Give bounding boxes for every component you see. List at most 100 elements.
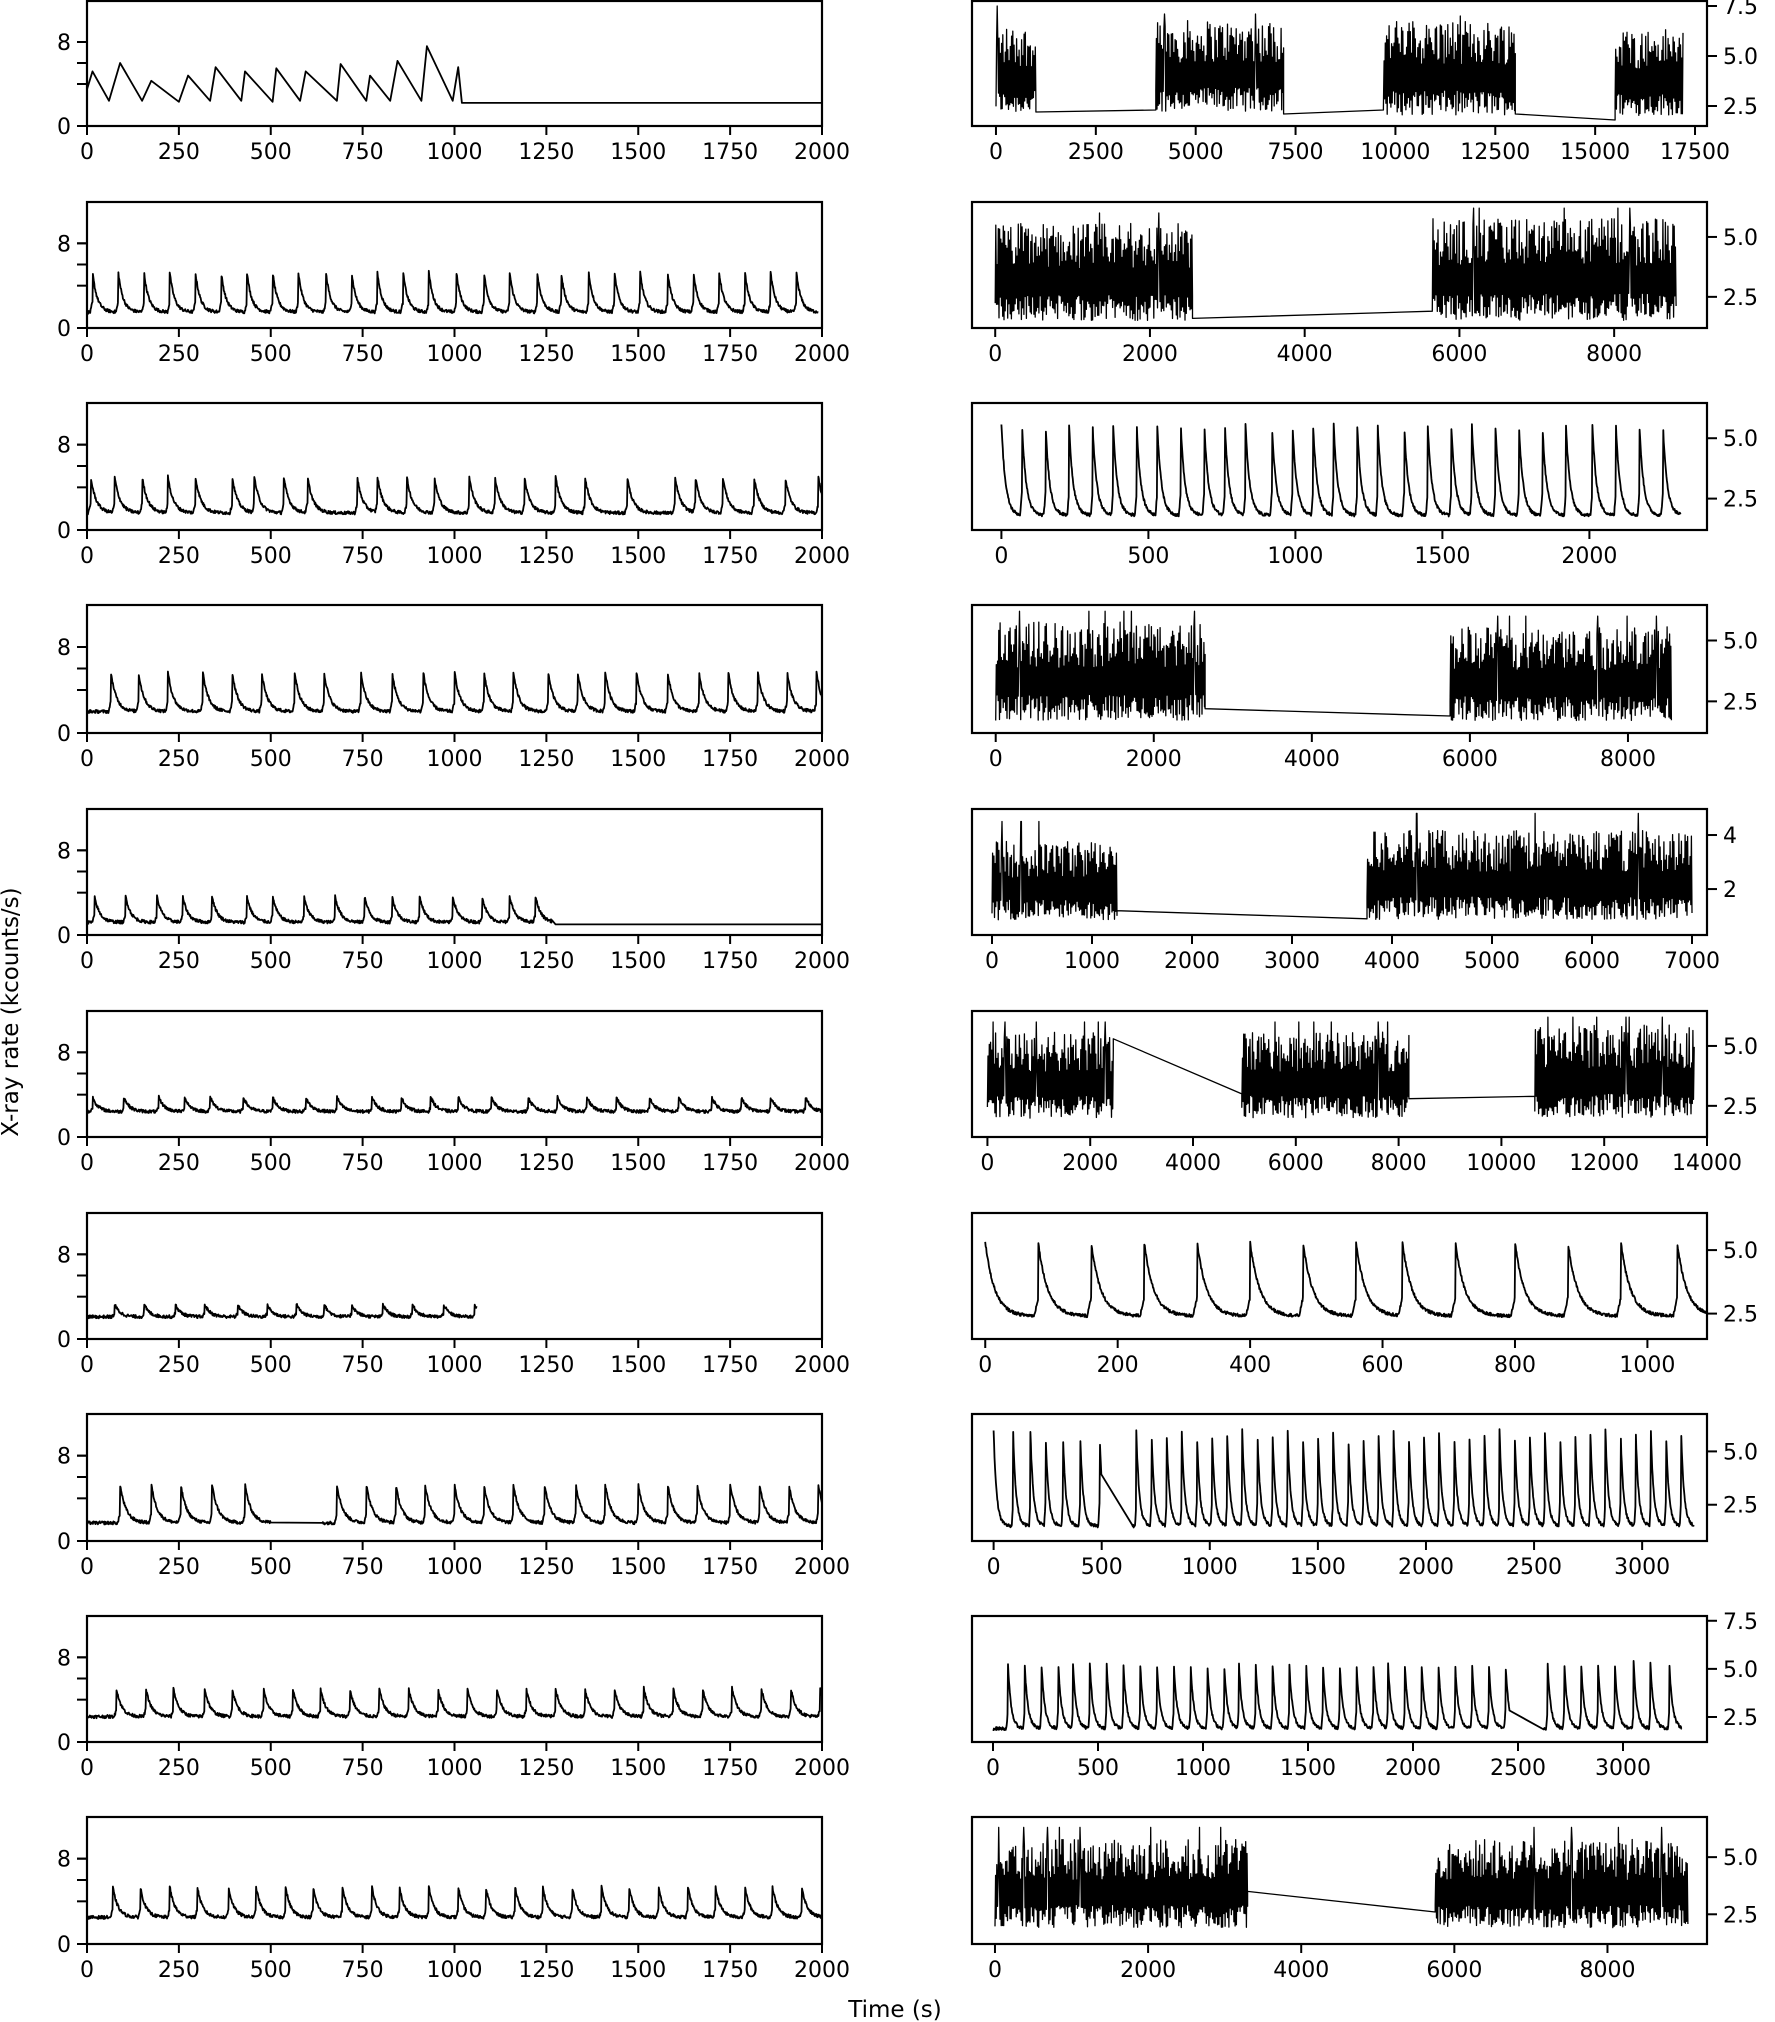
x-tick-label: 2000 bbox=[794, 1151, 850, 1176]
x-tick-label: 6000 bbox=[1442, 747, 1498, 772]
y-tick-label: 5.0 bbox=[1723, 1658, 1758, 1683]
x-tick-label: 0 bbox=[80, 342, 94, 367]
panel-left-10: 0 250 500 750 1000 1250 1500 1750 2000 0 8 bbox=[57, 1815, 850, 1983]
x-tick-label: 0 bbox=[989, 747, 1003, 772]
panel-left-6: 0 250 500 750 1000 1250 1500 1750 2000 0 8 bbox=[57, 1009, 850, 1176]
x-tick-label: 5000 bbox=[1168, 140, 1224, 165]
x-tick-label: 250 bbox=[158, 1353, 200, 1378]
y-tick-label: 7.5 bbox=[1723, 1610, 1758, 1635]
series-line-left-2 bbox=[87, 269, 819, 315]
axes-frame bbox=[970, 200, 1709, 330]
x-tick-label: 1000 bbox=[1182, 1555, 1238, 1580]
x-tick-label: 1750 bbox=[702, 1151, 758, 1176]
x-tick-label: 500 bbox=[1081, 1555, 1123, 1580]
x-tick-label: 2000 bbox=[794, 1756, 850, 1781]
series-line-left-9 bbox=[87, 1685, 822, 1720]
y-tick-label: 5.0 bbox=[1723, 1239, 1758, 1264]
x-tick-label: 3000 bbox=[1614, 1555, 1670, 1580]
series-line-right-7 bbox=[984, 1240, 1707, 1319]
panel-right-3: 0 500 1000 1500 2000 2.5 5.0 bbox=[970, 401, 1758, 569]
x-tick-label: 750 bbox=[342, 544, 384, 569]
x-tick-label: 1000 bbox=[427, 1353, 483, 1378]
x-tick-label: 0 bbox=[988, 342, 1002, 367]
x-tick-label: 200 bbox=[1097, 1353, 1139, 1378]
x-tick-label: 1750 bbox=[702, 342, 758, 367]
y-tick-label: 2.5 bbox=[1723, 690, 1758, 715]
x-tick-label: 2000 bbox=[1164, 949, 1220, 974]
x-tick-label: 1750 bbox=[702, 747, 758, 772]
x-tick-label: 2000 bbox=[794, 1353, 850, 1378]
x-tick-label: 500 bbox=[250, 1756, 292, 1781]
x-tick-label: 1250 bbox=[518, 342, 574, 367]
x-tick-label: 1750 bbox=[702, 949, 758, 974]
x-tick-label: 750 bbox=[342, 342, 384, 367]
y-tick-label: 8 bbox=[57, 1445, 71, 1470]
y-tick-label: 8 bbox=[57, 232, 71, 257]
axes-frame bbox=[970, 1009, 1709, 1139]
x-tick-label: 1500 bbox=[610, 342, 666, 367]
x-tick-label: 1250 bbox=[518, 1756, 574, 1781]
x-tick-label: 2000 bbox=[794, 342, 850, 367]
axes-frame bbox=[970, 1614, 1709, 1744]
x-tick-label: 1250 bbox=[518, 1958, 574, 1983]
y-tick-label: 5.0 bbox=[1723, 226, 1758, 251]
x-tick-label: 7000 bbox=[1664, 949, 1720, 974]
x-tick-label: 1500 bbox=[610, 1353, 666, 1378]
x-tick-label: 500 bbox=[250, 1353, 292, 1378]
x-tick-label: 4000 bbox=[1364, 949, 1420, 974]
x-tick-label: 0 bbox=[80, 544, 94, 569]
x-tick-label: 750 bbox=[342, 1555, 384, 1580]
x-tick-label: 7500 bbox=[1268, 140, 1324, 165]
x-tick-label: 750 bbox=[342, 1353, 384, 1378]
y-tick-label: 0 bbox=[57, 317, 71, 342]
series-line-right-9 bbox=[992, 1660, 1683, 1731]
series-line-left-5 bbox=[87, 894, 822, 926]
panel-right-8: 0 500 1000 1500 2000 2500 3000 2.5 5.0 bbox=[970, 1412, 1758, 1580]
x-tick-label: 1500 bbox=[610, 1958, 666, 1983]
x-tick-label: 10000 bbox=[1466, 1151, 1536, 1176]
y-tick-label: 0 bbox=[57, 722, 71, 747]
panel-right-9: 0 500 1000 1500 2000 2500 3000 2.5 5.0 7.5 bbox=[970, 1610, 1758, 1781]
x-tick-label: 14000 bbox=[1672, 1151, 1742, 1176]
x-tick-label: 250 bbox=[158, 140, 200, 165]
x-tick-label: 250 bbox=[158, 1756, 200, 1781]
x-tick-label: 1750 bbox=[702, 140, 758, 165]
series-line-right-1 bbox=[995, 5, 1684, 121]
x-tick-label: 1750 bbox=[702, 1555, 758, 1580]
x-tick-label: 0 bbox=[986, 1756, 1000, 1781]
x-tick-label: 2000 bbox=[1062, 1151, 1118, 1176]
x-tick-label: 2500 bbox=[1506, 1555, 1562, 1580]
y-tick-label: 5.0 bbox=[1723, 427, 1758, 452]
panel-left-8: 0 250 500 750 1000 1250 1500 1750 2000 0 8 bbox=[57, 1412, 850, 1580]
y-tick-label: 5.0 bbox=[1723, 1035, 1758, 1060]
panel-right-2: 0 2000 4000 6000 8000 2.5 5.0 bbox=[970, 200, 1758, 367]
x-tick-label: 1500 bbox=[610, 1756, 666, 1781]
panel-left-4: 0 250 500 750 1000 1250 1500 1750 2000 0 8 bbox=[57, 603, 850, 772]
x-tick-label: 0 bbox=[80, 1353, 94, 1378]
x-tick-label: 600 bbox=[1362, 1353, 1404, 1378]
panel-left-5: 0 250 500 750 1000 1250 1500 1750 2000 0 8 bbox=[57, 807, 850, 974]
x-tick-label: 1000 bbox=[427, 747, 483, 772]
x-tick-label: 0 bbox=[80, 1151, 94, 1176]
panel-right-7: 0 200 400 600 800 1000 2.5 5.0 bbox=[970, 1211, 1758, 1378]
y-tick-label: 5.0 bbox=[1723, 1846, 1758, 1871]
y-tick-label: 0 bbox=[57, 1530, 71, 1555]
x-tick-label: 15000 bbox=[1560, 140, 1630, 165]
series-line-right-6 bbox=[986, 1016, 1695, 1119]
x-tick-label: 0 bbox=[978, 1353, 992, 1378]
x-tick-label: 12000 bbox=[1569, 1151, 1639, 1176]
x-tick-label: 3000 bbox=[1595, 1756, 1651, 1781]
y-tick-label: 2 bbox=[1723, 878, 1737, 903]
x-tick-label: 1500 bbox=[610, 140, 666, 165]
x-tick-label: 4000 bbox=[1165, 1151, 1221, 1176]
x-tick-label: 1000 bbox=[1619, 1353, 1675, 1378]
x-tick-label: 500 bbox=[1077, 1756, 1119, 1781]
x-tick-label: 6000 bbox=[1431, 342, 1487, 367]
x-tick-label: 2500 bbox=[1490, 1756, 1546, 1781]
x-tick-label: 6000 bbox=[1426, 1958, 1482, 1983]
x-tick-label: 250 bbox=[158, 747, 200, 772]
x-tick-label: 0 bbox=[989, 140, 1003, 165]
x-tick-label: 0 bbox=[987, 1555, 1001, 1580]
x-tick-label: 1000 bbox=[427, 140, 483, 165]
